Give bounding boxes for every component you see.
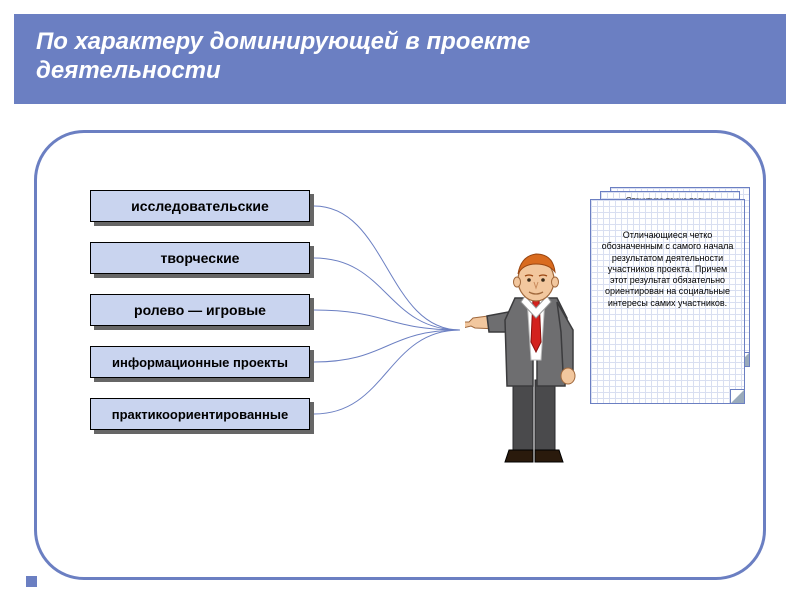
connector-line bbox=[314, 330, 460, 362]
doc-page-front: Отличающиеся четко обозначенным с самого… bbox=[590, 199, 745, 404]
connector-line bbox=[314, 330, 460, 414]
connector-line bbox=[314, 206, 460, 330]
doc-front-text: Отличающиеся четко обозначенным с самого… bbox=[599, 230, 736, 309]
footer-bullet bbox=[26, 576, 37, 587]
presenter-figure bbox=[465, 240, 590, 468]
